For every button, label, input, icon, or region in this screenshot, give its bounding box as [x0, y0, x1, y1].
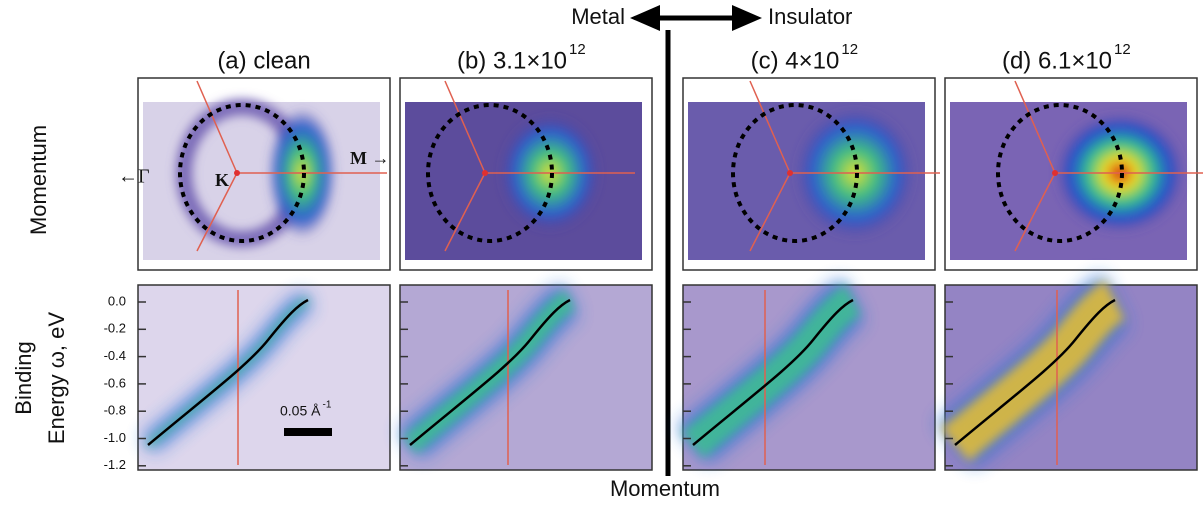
m-label: M →: [350, 148, 390, 168]
panel-title: (d) 6.1×10: [1002, 47, 1112, 74]
y-tick-label: -0.6: [104, 375, 126, 390]
panel-title: (c) 4×10: [751, 47, 840, 74]
momentum-map: [399, 77, 653, 271]
zone-line: [196, 80, 238, 174]
fermi-circle: [426, 103, 554, 243]
fermi-circle: [731, 103, 859, 243]
dispersion-curve: [409, 298, 571, 446]
y-tick-label: -0.2: [104, 321, 126, 336]
zone-line: [444, 172, 486, 252]
scale-label: 0.05 Å: [280, 403, 321, 419]
panels: (a) clean (b) 3.1×10 12 (c) 4×10 12 (d) 6.1×1…: [104, 41, 1203, 472]
dispersion-map: [137, 284, 391, 471]
double-arrow: [630, 5, 762, 31]
k-point: [234, 170, 240, 176]
zone-line: [444, 80, 486, 174]
dispersion-curve: [147, 298, 309, 446]
scale-bar: [284, 428, 332, 436]
momentum-map: [682, 77, 940, 271]
y-tick-label: 0.0: [108, 293, 126, 308]
row-label-top: Momentum: [26, 125, 51, 235]
k-point: [1052, 170, 1058, 176]
panel-exponent: 12: [841, 41, 858, 58]
zone-line: [749, 80, 791, 174]
fermi-circle: [178, 103, 306, 243]
zone-line: [1014, 80, 1056, 174]
momentum-map: [137, 77, 391, 271]
dispersion-map: [677, 278, 936, 471]
dispersion-map: [936, 274, 1198, 471]
dispersion-curve: [692, 298, 854, 446]
metal-label: Metal: [571, 4, 625, 29]
k-label: K: [215, 170, 229, 190]
gamma-label: ←Γ: [118, 166, 150, 188]
insulator-label: Insulator: [768, 4, 852, 29]
fermi-circle: [996, 103, 1124, 243]
panel-title: (a) clean: [217, 47, 310, 74]
zone-line: [1014, 172, 1056, 252]
x-label: Momentum: [610, 476, 720, 501]
k-point: [787, 170, 793, 176]
zone-line: [749, 172, 791, 252]
panel-frame: [137, 284, 391, 471]
y-tick-label: -1.2: [104, 457, 126, 472]
scale-exponent: -1: [322, 400, 331, 411]
dispersion-map: [398, 283, 653, 471]
panel-exponent: 12: [1114, 41, 1131, 58]
dispersion-curve: [954, 298, 1116, 446]
panel-exponent: 12: [569, 41, 586, 58]
row-label-bottom-2: Energy ω, eV: [44, 312, 69, 444]
k-point: [482, 170, 488, 176]
row-label-bottom-1: Binding: [11, 341, 36, 414]
momentum-map: [944, 77, 1203, 271]
y-tick-label: -1.0: [104, 430, 126, 445]
panel-title: (b) 3.1×10: [457, 47, 567, 74]
y-tick-label: -0.8: [104, 403, 126, 418]
zone-line: [196, 172, 238, 252]
y-tick-label: -0.4: [104, 348, 126, 363]
